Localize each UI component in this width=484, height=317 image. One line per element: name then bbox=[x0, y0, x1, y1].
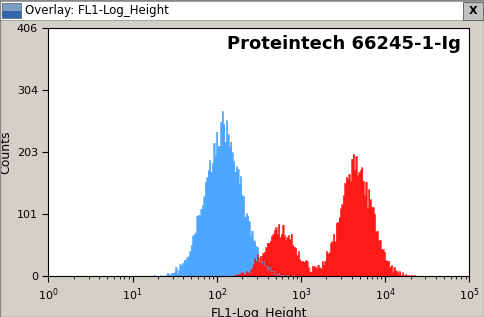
FancyBboxPatch shape bbox=[0, 1, 484, 21]
Y-axis label: Counts: Counts bbox=[0, 130, 13, 174]
FancyBboxPatch shape bbox=[463, 2, 483, 20]
FancyBboxPatch shape bbox=[2, 3, 21, 18]
Text: Proteintech 66245-1-Ig: Proteintech 66245-1-Ig bbox=[227, 35, 461, 53]
Text: Overlay: FL1-Log_Height: Overlay: FL1-Log_Height bbox=[25, 4, 169, 17]
FancyBboxPatch shape bbox=[2, 11, 21, 18]
Text: X: X bbox=[469, 6, 477, 16]
X-axis label: FL1-Log_Height: FL1-Log_Height bbox=[211, 307, 307, 317]
